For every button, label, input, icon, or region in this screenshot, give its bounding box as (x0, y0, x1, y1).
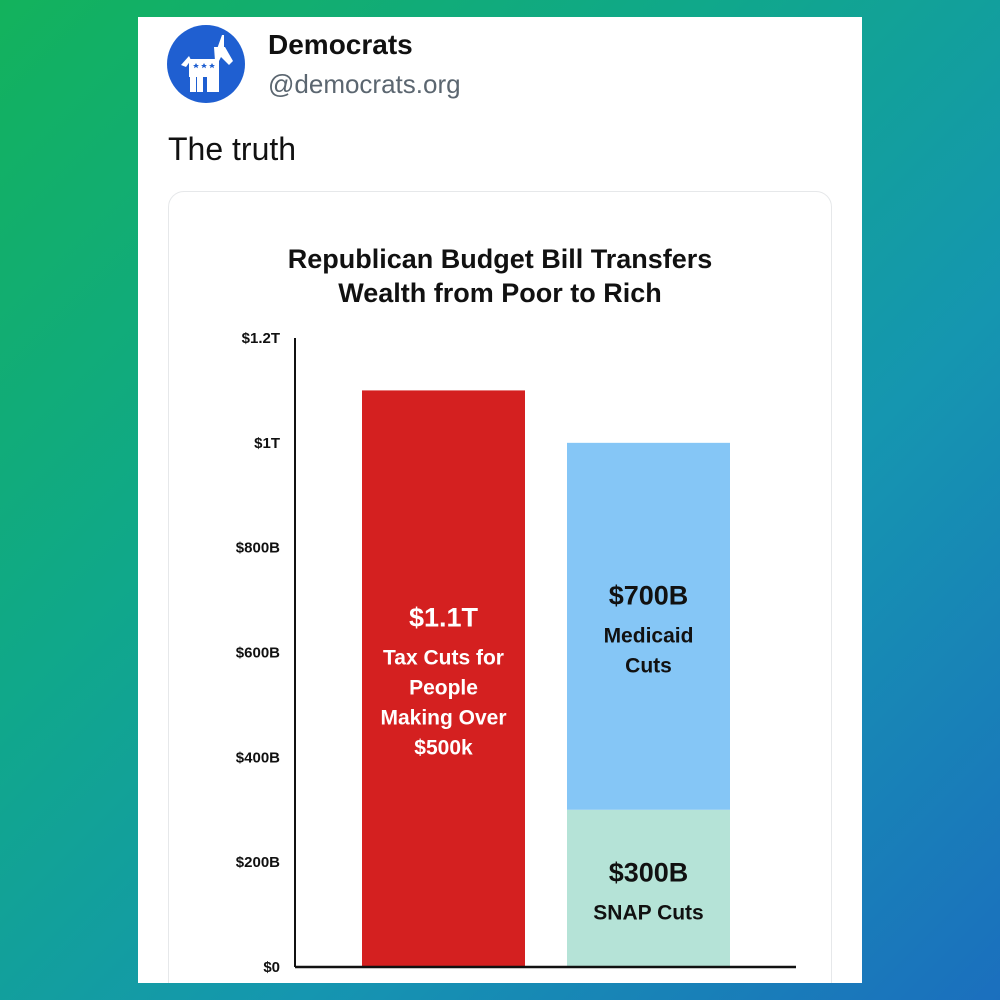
data-label-description: SNAP Cuts (593, 901, 703, 924)
chart-title: Wealth from Poor to Rich (338, 278, 662, 308)
bar-chart: Republican Budget Bill Transfers Wealth f… (236, 244, 796, 976)
data-label-description: Tax Cuts for (383, 647, 504, 670)
data-label-value: $700B (609, 580, 689, 610)
data-label-value: $1.1T (409, 603, 479, 633)
data-label-description: $500k (414, 737, 473, 760)
y-tick-label: $1T (254, 435, 280, 452)
y-tick-label: $200B (236, 854, 280, 871)
data-label-description: Cuts (625, 654, 672, 677)
chart-card[interactable]: Republican Budget Bill Transfers Wealth f… (168, 191, 832, 983)
account-handle[interactable]: @democrats.org (268, 69, 461, 99)
data-label-value: $300B (609, 857, 689, 887)
y-tick-label: $600B (236, 645, 280, 662)
post-card: Democrats @democrats.org The truth Repub… (138, 17, 862, 983)
bar-tax-cuts-segment (362, 390, 525, 967)
bar-safety-net-cuts-segment (567, 809, 730, 967)
y-tick-label: $1.2T (242, 330, 280, 347)
y-tick-label: $800B (236, 540, 280, 557)
data-label-description: Making Over (380, 707, 506, 730)
data-label-description: Medicaid (604, 624, 694, 647)
account-name[interactable]: Democrats (268, 29, 413, 60)
avatar[interactable] (167, 25, 245, 103)
post-text: The truth (168, 131, 297, 167)
bar-safety-net-cuts-segment (567, 442, 730, 810)
chart-title: Republican Budget Bill Transfers (288, 244, 713, 274)
data-label-description: People (409, 677, 478, 700)
y-tick-label: $0 (263, 959, 280, 976)
donkey-icon (181, 35, 233, 92)
y-tick-label: $400B (236, 749, 280, 766)
